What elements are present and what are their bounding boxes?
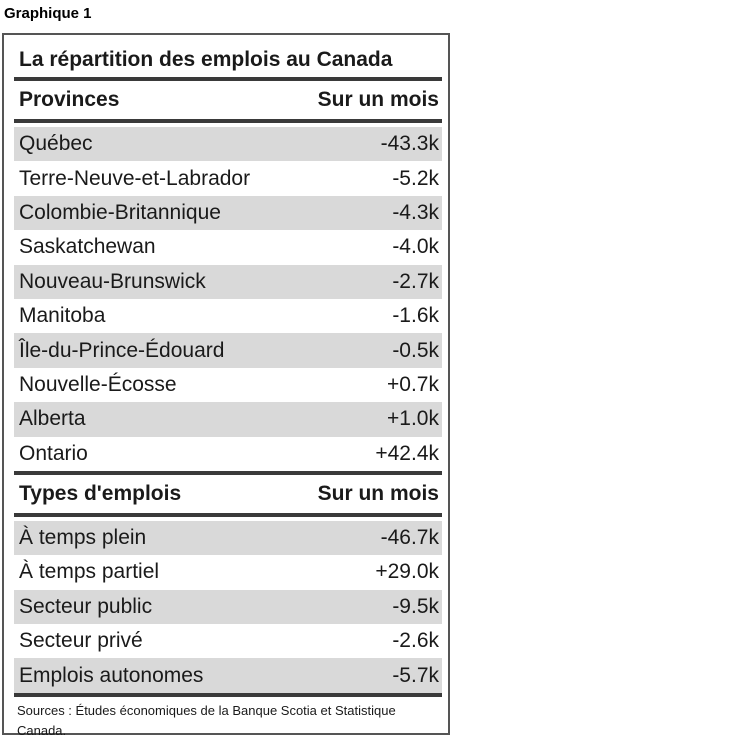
row-value: -43.3k <box>380 132 439 156</box>
row-value: -9.5k <box>392 594 439 618</box>
table-row: Secteur privé -2.6k <box>14 624 442 658</box>
row-label: Alberta <box>19 407 86 431</box>
row-label: Emplois autonomes <box>19 663 204 687</box>
table-row: Colombie-Britannique -4.3k <box>14 195 442 231</box>
table-frame: La répartition des emplois au Canada Pro… <box>2 33 450 738</box>
row-label: À temps plein <box>19 526 147 550</box>
row-value: -5.2k <box>392 166 439 190</box>
table-row: Nouveau-Brunswick -2.7k <box>14 264 442 299</box>
title-rule <box>14 77 442 81</box>
table-row: Nouvelle-Écosse +0.7k <box>14 368 442 402</box>
row-label: Manitoba <box>19 304 106 328</box>
table-row: Île-du-Prince-Édouard -0.5k <box>14 333 442 368</box>
table-row: Secteur public -9.5k <box>14 589 442 625</box>
row-label: Terre-Neuve-et-Labrador <box>19 166 251 190</box>
provinces-header: Provinces Sur un mois <box>14 81 442 119</box>
provinces-table-body: Québec -43.3k Terre-Neuve-et-Labrador -5.2k… <box>14 127 442 471</box>
table-row: Alberta +1.0k <box>14 402 442 437</box>
row-value: -2.7k <box>392 269 439 293</box>
row-value: -2.6k <box>392 629 439 653</box>
provinces-bottom-rule <box>14 470 442 475</box>
types-header-period: Sur un mois <box>317 481 439 505</box>
row-value: +1.0k <box>387 407 439 431</box>
row-value: +29.0k <box>375 560 439 584</box>
types-header-label: Types d'emplois <box>19 481 182 505</box>
row-value: -4.0k <box>392 235 439 259</box>
types-bottom-rule <box>14 692 442 697</box>
table-row: Manitoba -1.6k <box>14 299 442 333</box>
source-note: Sources : Études économiques de la Banqu… <box>17 702 396 738</box>
row-value: -1.6k <box>392 304 439 328</box>
table-row: Québec -43.3k <box>14 127 442 162</box>
row-value: -5.7k <box>392 663 439 687</box>
row-label: Colombie-Britannique <box>19 200 221 224</box>
table-row: Emplois autonomes -5.7k <box>14 658 442 693</box>
row-value: +0.7k <box>387 372 439 396</box>
table-row: Saskatchewan -4.0k <box>14 230 442 264</box>
table-content: La répartition des emplois au Canada Pro… <box>14 35 442 741</box>
row-value: -0.5k <box>392 338 439 362</box>
provinces-header-label: Provinces <box>19 88 120 111</box>
table-row: Terre-Neuve-et-Labrador -5.2k <box>14 161 442 195</box>
provinces-header-rule <box>14 119 442 123</box>
row-label: Secteur public <box>19 594 153 618</box>
row-label: À temps partiel <box>19 560 160 584</box>
types-table-body: À temps plein -46.7k À temps partiel +29.0k… <box>14 520 442 693</box>
figure-label: Graphique 1 <box>4 5 92 22</box>
row-value: -4.3k <box>392 200 439 224</box>
row-label: Nouvelle-Écosse <box>19 372 177 396</box>
types-header: Types d'emplois Sur un mois <box>14 475 442 513</box>
row-value: -46.7k <box>380 526 439 550</box>
types-header-rule <box>14 512 442 517</box>
row-label: Nouveau-Brunswick <box>19 269 206 293</box>
row-label: Secteur privé <box>19 629 143 653</box>
row-label: Île-du-Prince-Édouard <box>19 338 225 362</box>
row-label: Québec <box>19 132 93 156</box>
table-row: À temps plein -46.7k <box>14 520 442 556</box>
provinces-header-period: Sur un mois <box>317 88 439 111</box>
table-row: À temps partiel +29.0k <box>14 555 442 589</box>
table-row: Ontario +42.4k <box>14 437 442 471</box>
row-label: Saskatchewan <box>19 235 156 259</box>
row-label: Ontario <box>19 441 88 465</box>
row-value: +42.4k <box>375 441 439 465</box>
table-title: La répartition des emplois au Canada <box>19 48 393 71</box>
